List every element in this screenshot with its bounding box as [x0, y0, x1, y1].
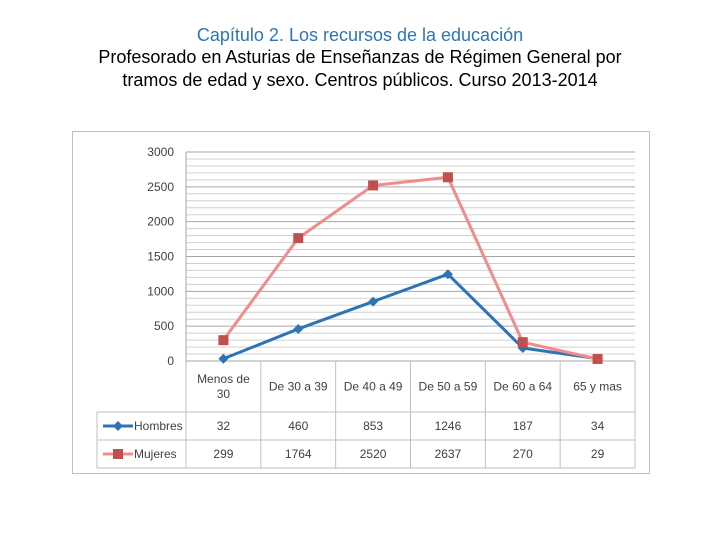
data-point-hombres: [218, 353, 229, 364]
y-tick-labels: 0 500 1000 1500 2000 2500 3000: [147, 145, 174, 368]
data-label-hombres: 187: [513, 419, 533, 433]
legend-key-marker-mujeres: [113, 449, 123, 459]
data-label-hombres: 32: [217, 419, 231, 433]
data-label-mujeres: 29: [591, 447, 605, 461]
page-header: Capítulo 2. Los recursos de la educación…: [0, 24, 720, 92]
data-point-mujeres: [218, 335, 229, 346]
x-category-label: 30: [217, 387, 231, 401]
data-point-mujeres: [293, 233, 304, 244]
series-line-hombres: [222, 272, 598, 361]
data-point-mujeres: [592, 353, 603, 364]
x-category-label: De 50 a 59: [419, 380, 478, 394]
y-tick-label: 2000: [147, 215, 174, 229]
data-point-hombres: [293, 323, 304, 334]
data-point-mujeres: [442, 172, 453, 183]
grid-lines: [186, 151, 635, 362]
x-category-label: Menos de: [197, 372, 250, 386]
legend-label-hombres: Hombres: [134, 419, 183, 433]
y-tick-label: 2500: [147, 180, 174, 194]
data-label-hombres: 460: [288, 419, 308, 433]
x-category-label: De 40 a 49: [344, 380, 403, 394]
series-line-mujeres: [222, 175, 598, 361]
data-label-hombres: 34: [591, 419, 605, 433]
y-tick-label: 500: [154, 319, 174, 333]
chart-heading-line-2: tramos de edad y sexo. Centros públicos.…: [122, 70, 598, 90]
chart-frame: 0 500 1000 1500 2000 2500 3000 Menos de 30 De 30…: [72, 131, 650, 474]
chart-heading-line-1: Profesorado en Asturias de Enseñanzas de…: [98, 47, 622, 67]
legend-key-marker-hombres: [113, 421, 123, 431]
x-category-label: De 30 a 39: [269, 380, 328, 394]
data-label-mujeres: 299: [213, 447, 233, 461]
data-label-mujeres: 2637: [435, 447, 462, 461]
legend-label-mujeres: Mujeres: [134, 447, 177, 461]
data-point-hombres: [368, 296, 379, 307]
data-point-mujeres: [517, 337, 528, 348]
data-label-mujeres: 270: [513, 447, 533, 461]
x-category-label: De 60 a 64: [493, 380, 552, 394]
y-tick-label: 0: [167, 354, 174, 368]
data-label-hombres: 1246: [435, 419, 462, 433]
data-label-mujeres: 1764: [285, 447, 312, 461]
y-tick-label: 1500: [147, 250, 174, 264]
series-lines: [218, 172, 603, 364]
y-tick-label: 3000: [147, 145, 174, 159]
chapter-title: Capítulo 2. Los recursos de la educación: [196, 25, 524, 45]
data-point-hombres: [442, 269, 453, 280]
y-tick-label: 1000: [147, 284, 174, 298]
data-point-mujeres: [368, 180, 379, 191]
data-label-mujeres: 2520: [360, 447, 387, 461]
data-label-hombres: 853: [363, 419, 383, 433]
x-category-label: 65 y mas: [573, 380, 622, 394]
